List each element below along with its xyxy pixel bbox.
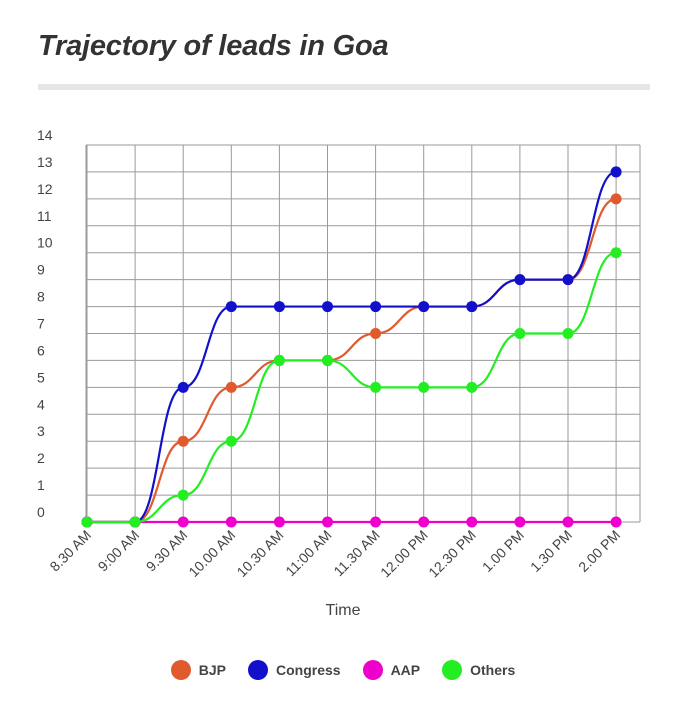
data-point-congress[interactable] <box>514 274 526 286</box>
y-tick-label: 0 <box>37 504 45 520</box>
data-point-bjp[interactable] <box>370 328 382 339</box>
y-tick-label: 5 <box>37 369 45 385</box>
y-tick-label: 13 <box>37 154 53 170</box>
legend-item-aap[interactable]: AAP <box>362 660 421 680</box>
data-point-aap[interactable] <box>466 516 478 528</box>
data-point-aap[interactable] <box>370 516 382 528</box>
y-tick-label: 2 <box>37 450 45 466</box>
legend-swatch <box>442 660 463 680</box>
legend-item-others[interactable]: Others <box>442 660 515 680</box>
x-tick-label: 10.30 AM <box>233 527 286 580</box>
data-point-congress[interactable] <box>225 301 237 313</box>
x-tick-label: 12.30 PM <box>425 527 479 581</box>
data-point-aap[interactable] <box>562 516 574 528</box>
data-point-congress[interactable] <box>273 301 285 313</box>
legend-item-bjp[interactable]: BJP <box>170 660 226 680</box>
data-point-others[interactable] <box>562 328 574 339</box>
legend-swatch <box>362 660 383 680</box>
chart-title: Trajectory of leads in Goa <box>38 30 389 62</box>
data-point-others[interactable] <box>273 354 285 366</box>
legend-label: AAP <box>390 662 421 678</box>
data-point-aap[interactable] <box>225 516 237 528</box>
data-point-aap[interactable] <box>514 516 526 528</box>
x-tick-label: 12.00 PM <box>377 527 431 581</box>
legend-swatch <box>170 660 191 680</box>
legend-label: Congress <box>275 662 341 678</box>
data-point-bjp[interactable] <box>177 435 189 447</box>
x-tick-label: 9.30 AM <box>143 527 191 575</box>
legend-label: BJP <box>198 662 226 678</box>
x-tick-label: 1.00 PM <box>479 527 527 575</box>
data-point-congress[interactable] <box>610 166 622 178</box>
data-point-others[interactable] <box>610 247 622 259</box>
y-tick-label: 3 <box>37 423 45 439</box>
data-point-congress[interactable] <box>370 301 382 313</box>
legend-swatch <box>247 660 268 680</box>
series-line-congress <box>87 170 617 524</box>
data-point-aap[interactable] <box>273 516 285 528</box>
data-point-bjp[interactable] <box>610 193 622 205</box>
data-point-congress[interactable] <box>322 301 333 313</box>
x-tick-label: 8.30 AM <box>46 527 94 575</box>
y-tick-label: 7 <box>37 316 45 332</box>
y-tick-label: 10 <box>37 235 53 251</box>
data-point-aap[interactable] <box>418 516 430 528</box>
title-divider <box>38 84 650 90</box>
x-tick-label: 11:00 AM <box>282 527 334 579</box>
series-points <box>81 166 622 528</box>
data-point-bjp[interactable] <box>225 381 237 393</box>
y-tick-label: 8 <box>37 289 45 305</box>
y-tick-label: 11 <box>37 208 52 224</box>
x-tick-label: 9:00 AM <box>95 527 143 575</box>
data-point-aap[interactable] <box>177 516 189 528</box>
series-lines <box>87 170 617 524</box>
y-tick-label: 9 <box>37 262 45 278</box>
legend-label: Others <box>470 662 516 678</box>
data-point-congress[interactable] <box>466 301 478 313</box>
data-point-others[interactable] <box>177 489 189 501</box>
legend-item-congress[interactable]: Congress <box>247 660 341 680</box>
chart-legend: BJP Congress AAP Others <box>0 657 686 683</box>
x-tick-label: 1.30 PM <box>527 527 575 575</box>
data-point-others[interactable] <box>81 516 93 528</box>
x-axis-label: Time <box>326 602 361 619</box>
data-point-others[interactable] <box>322 354 333 366</box>
y-tick-label: 12 <box>37 181 53 197</box>
y-tick-label: 14 <box>37 127 53 143</box>
y-tick-label: 1 <box>37 477 45 493</box>
y-tick-label: 6 <box>37 342 45 358</box>
data-point-aap[interactable] <box>610 516 622 528</box>
x-tick-label: 2.00 PM <box>575 527 623 575</box>
y-tick-label: 4 <box>37 396 45 412</box>
data-point-others[interactable] <box>418 381 430 393</box>
data-point-others[interactable] <box>466 381 478 393</box>
data-point-others[interactable] <box>514 328 526 339</box>
data-point-others[interactable] <box>370 381 382 393</box>
data-point-congress[interactable] <box>418 301 430 313</box>
x-tick-label: 10.00 AM <box>185 527 238 580</box>
data-point-others[interactable] <box>225 435 237 447</box>
data-point-others[interactable] <box>129 516 141 528</box>
data-point-aap[interactable] <box>322 516 333 528</box>
data-point-congress[interactable] <box>177 381 189 393</box>
data-point-congress[interactable] <box>562 274 574 286</box>
x-tick-label: 11.30 AM <box>330 527 382 579</box>
